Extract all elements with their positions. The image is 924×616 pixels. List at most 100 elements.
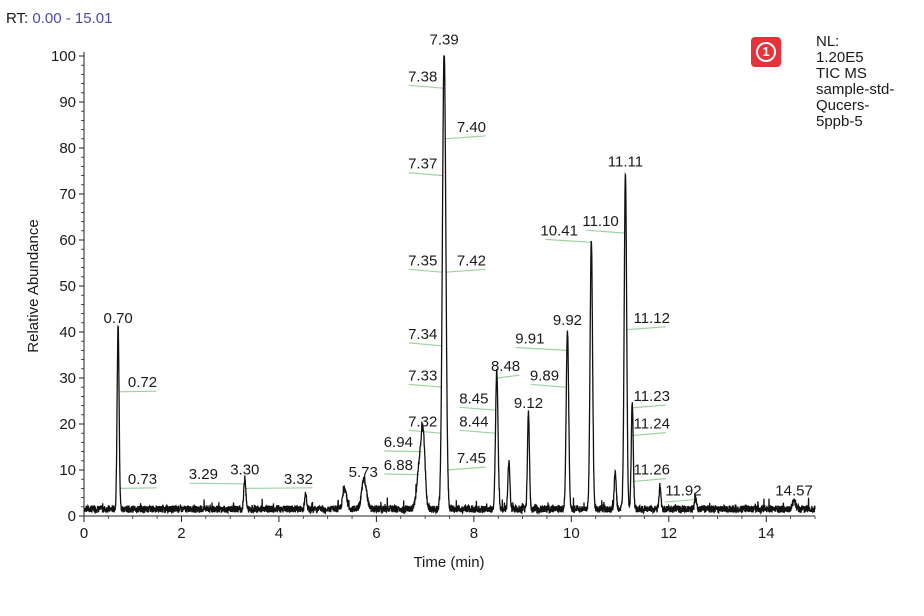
- peak-leader-line: [408, 342, 442, 347]
- x-tick-label: 8: [470, 525, 478, 542]
- peak-label: 7.33: [408, 367, 437, 384]
- peak-label: 3.29: [189, 466, 218, 483]
- peak-label: 3.30: [230, 462, 259, 479]
- peak-label: 7.42: [457, 252, 486, 269]
- badge-number: 1: [756, 42, 776, 62]
- peak-label: 9.91: [515, 331, 544, 348]
- nl-info-line: NL:: [816, 33, 840, 50]
- peak-leader-line: [189, 482, 245, 485]
- y-tick-label: 20: [59, 416, 76, 433]
- y-axis-label: Relative Abundance: [25, 219, 42, 352]
- peak-leader-line: [631, 432, 666, 437]
- chromatogram-trace: [83, 55, 816, 516]
- y-tick-label: 90: [59, 94, 76, 111]
- peak-leader-line: [664, 498, 698, 503]
- rt-label: RT:: [6, 10, 29, 27]
- peak-leader-line: [384, 473, 420, 476]
- peak-leader-line: [447, 466, 486, 471]
- peak-label: 0.70: [104, 310, 133, 327]
- retention-time-range: RT: 0.00 - 15.01: [6, 10, 112, 27]
- peak-label: 6.94: [384, 434, 413, 451]
- peak-leader-line: [586, 229, 625, 234]
- peak-label: 11.10: [582, 213, 618, 230]
- peak-leader-line: [245, 487, 313, 489]
- x-tick-label: 14: [758, 525, 775, 542]
- y-tick-label: 50: [59, 278, 76, 295]
- nl-info-line: TIC MS: [816, 65, 867, 82]
- peak-label: 7.38: [408, 68, 437, 85]
- peak-label: 10.41: [540, 222, 578, 239]
- y-tick-label: 10: [59, 462, 76, 479]
- peak-label: 7.32: [408, 413, 437, 430]
- peak-label: 7.37: [408, 156, 437, 173]
- peak-label: 0.72: [128, 374, 157, 391]
- peak-label: 8.44: [459, 413, 488, 430]
- peak-leader-line: [459, 406, 496, 411]
- peak-leader-line: [384, 450, 423, 453]
- y-tick-label: 80: [59, 140, 76, 157]
- y-tick-label: 0: [68, 508, 76, 525]
- peak-leader-line: [445, 268, 486, 273]
- peak-label: 11.24: [634, 416, 670, 433]
- peak-label: 9.92: [553, 312, 582, 329]
- y-tick-label: 40: [59, 324, 76, 341]
- peak-label: 9.12: [514, 395, 543, 412]
- peak-label: 8.48: [491, 358, 520, 375]
- peak-leader-line: [119, 487, 157, 489]
- peak-label: 5.73: [349, 464, 378, 481]
- peak-leader-line: [459, 429, 496, 434]
- nl-info-line: 1.20E5: [816, 49, 864, 66]
- peak-label: 6.88: [384, 457, 413, 474]
- peak-leader-line: [408, 172, 444, 177]
- trace-group: [83, 55, 816, 516]
- x-tick-label: 2: [177, 525, 185, 542]
- peak-label: 7.34: [408, 326, 437, 343]
- peak-label: 3.32: [284, 471, 313, 488]
- nl-info-line: Qucers-: [816, 97, 870, 114]
- peak-leader-line: [530, 383, 567, 388]
- annotation-badge: 1: [751, 37, 781, 67]
- peak-leader-line: [632, 478, 666, 483]
- x-tick-label: 4: [275, 525, 283, 542]
- peak-leader-line: [631, 404, 666, 409]
- nl-info-line: 5ppb-5: [816, 113, 863, 130]
- x-tick-label: 0: [80, 525, 88, 542]
- x-axis-label: Time (min): [413, 554, 484, 571]
- peak-leader-line: [408, 429, 441, 434]
- peak-label: 11.11: [608, 153, 643, 170]
- peak-label: 14.57: [775, 482, 813, 499]
- peak-leader-line: [625, 326, 666, 331]
- peak-label: 9.89: [530, 367, 559, 384]
- axes: 0 10 20 30 40 50 60 70 80 90 100 0 2 4 6 8 10 12 14: [51, 48, 816, 542]
- peak-leader-line: [497, 374, 520, 379]
- peak-label-leaders: [119, 84, 698, 503]
- nl-info-line: sample-std-: [816, 81, 895, 98]
- y-tick-label: 30: [59, 370, 76, 387]
- peak-label: 7.45: [457, 450, 486, 467]
- peak-label: 11.23: [634, 388, 670, 405]
- peak-leader-line: [545, 238, 592, 243]
- peak-label: 11.12: [634, 310, 670, 327]
- x-tick-label: 12: [660, 525, 677, 542]
- peak-leader-line: [119, 390, 157, 393]
- peak-leader-line: [444, 135, 486, 140]
- peak-label: 8.45: [459, 390, 488, 407]
- peak-label: 7.40: [457, 119, 486, 136]
- peak-leader-line: [515, 346, 567, 351]
- x-tick-label: 10: [563, 525, 580, 542]
- y-tick-label: 60: [59, 232, 76, 249]
- peak-labels: 0.70 0.72 0.73 3.29 3.30 3.32 5.73 6.88 6.94 7.32…: [104, 32, 813, 500]
- peak-label: 7.35: [408, 252, 437, 269]
- y-tick-label: 100: [51, 48, 76, 65]
- peak-label: 0.73: [128, 471, 157, 488]
- rt-range-value: 0.00 - 15.01: [32, 10, 113, 27]
- peak-leader-line: [408, 268, 443, 273]
- peak-leader-line: [408, 84, 444, 89]
- peak-leader-line: [408, 383, 442, 388]
- y-tick-label: 70: [59, 186, 76, 203]
- normalization-info: NL: 1.20E5 TIC MS sample-std- Qucers- 5p…: [816, 34, 894, 130]
- peak-label: 11.92: [665, 482, 701, 499]
- peak-label: 11.26: [634, 462, 670, 479]
- x-tick-label: 6: [372, 525, 380, 542]
